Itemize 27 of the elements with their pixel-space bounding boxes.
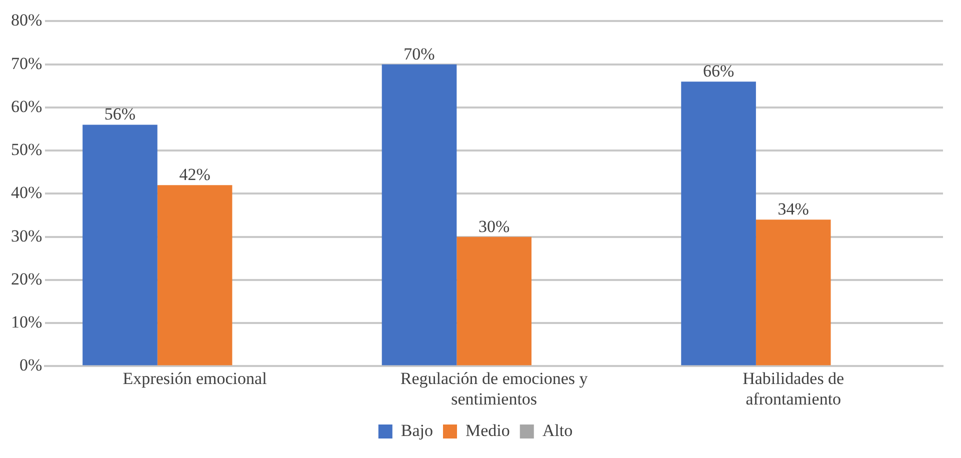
data-label: 34% — [778, 200, 809, 219]
bar — [82, 124, 158, 366]
data-label: 56% — [104, 104, 136, 124]
bar — [756, 220, 831, 366]
bar — [157, 185, 232, 366]
legend-label: Alto — [542, 420, 573, 440]
x-tick-label: Expresión emocional — [122, 368, 268, 388]
legend-label: Medio — [466, 420, 510, 440]
y-tick-label: 30% — [10, 226, 42, 246]
legend-label: Bajo — [400, 420, 433, 440]
bar — [456, 236, 532, 366]
data-label: 66% — [702, 62, 734, 81]
bar — [681, 82, 756, 366]
bar — [382, 64, 457, 366]
y-tick-label: 0% — [19, 356, 42, 375]
data-label: 70% — [404, 44, 435, 64]
data-label: 30% — [478, 216, 510, 236]
y-tick-label: 20% — [10, 269, 42, 288]
y-tick-label: 50% — [10, 140, 42, 160]
data-label: 42% — [179, 165, 210, 184]
y-tick-label: 60% — [10, 96, 42, 116]
y-tick-label: 80% — [10, 10, 42, 30]
x-tick-label: Habilidades de afrontamiento — [742, 368, 844, 408]
y-tick-label: 70% — [10, 54, 42, 73]
y-tick-label: 10% — [10, 312, 42, 332]
y-tick-label: 40% — [10, 183, 42, 202]
x-tick-label: Regulación de emociones y sentimientos — [400, 368, 588, 408]
